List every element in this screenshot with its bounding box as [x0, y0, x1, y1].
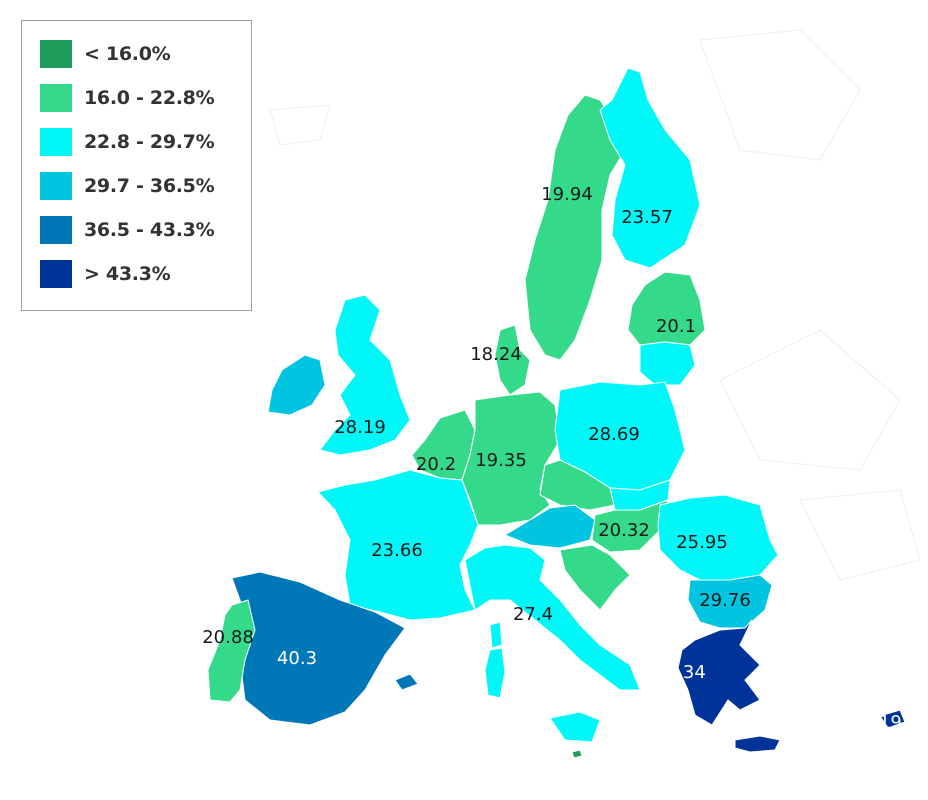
region-lithuania[interactable]: [639, 341, 696, 386]
legend-item-3: 22.8 - 29.7%: [40, 127, 215, 157]
legend-label: < 16.0%: [84, 43, 171, 65]
value-label-romania: 25.95: [676, 532, 728, 553]
region-sicily[interactable]: [549, 711, 601, 743]
value-label-baltics: 20.1: [656, 316, 696, 337]
legend-swatch: [40, 40, 72, 68]
value-label-portugal: 20.88: [202, 627, 254, 648]
region-corsica[interactable]: [489, 621, 503, 649]
legend-item-2: 16.0 - 22.8%: [40, 83, 215, 113]
region-germany[interactable]: [461, 391, 561, 526]
legend-swatch: [40, 172, 72, 200]
value-label-poland: 28.69: [588, 424, 640, 445]
background-land: [269, 29, 921, 581]
region-ireland[interactable]: [267, 354, 326, 416]
region-sardinia[interactable]: [484, 647, 506, 699]
region-malta[interactable]: [571, 749, 583, 759]
region-balearic[interactable]: [394, 673, 419, 691]
region-crete[interactable]: [734, 735, 781, 753]
value-label-greece: 43.34: [654, 662, 706, 683]
region-croatia[interactable]: [559, 544, 631, 611]
region-finland[interactable]: [599, 67, 701, 269]
region-portugal[interactable]: [207, 599, 256, 703]
region-denmark[interactable]: [494, 324, 531, 396]
value-label-germany: 19.35: [475, 450, 527, 471]
value-label-denmark: 18.24: [470, 344, 522, 365]
value-label-finland: 23.57: [621, 207, 673, 228]
region-bulgaria[interactable]: [687, 574, 773, 629]
legend-item-5: 36.5 - 43.3%: [40, 215, 215, 245]
region-italy[interactable]: [464, 544, 641, 691]
legend-label: > 43.3%: [84, 263, 171, 285]
value-label-sweden: 19.94: [541, 184, 593, 205]
value-label-spain: 40.3: [277, 648, 317, 669]
legend-item-4: 29.7 - 36.5%: [40, 171, 215, 201]
value-label-hungary: 20.32: [598, 520, 650, 541]
legend-swatch: [40, 216, 72, 244]
legend-label: 22.8 - 29.7%: [84, 131, 215, 153]
legend: < 16.0% 16.0 - 22.8% 22.8 - 29.7% 29.7 -…: [21, 20, 252, 311]
value-label-bulgaria: 29.76: [699, 590, 751, 611]
value-label-uk: 28.19: [334, 417, 386, 438]
value-label-italy: 27.4: [513, 604, 553, 625]
legend-label: 29.7 - 36.5%: [84, 175, 215, 197]
region-greece[interactable]: [677, 619, 761, 726]
value-labels: 19.94 23.57 20.1 18.24 28.19 20.2 19.35 28.69 20…: [202, 184, 902, 767]
region-uk[interactable]: [319, 294, 411, 456]
legend-item-6: > 43.3%: [40, 259, 171, 289]
legend-label: 36.5 - 43.3%: [84, 219, 215, 241]
value-label-benelux: 20.2: [416, 454, 456, 475]
value-label-malta: 13.29: [550, 746, 602, 767]
region-france[interactable]: [317, 469, 479, 621]
legend-swatch: [40, 260, 72, 288]
legend-swatch: [40, 128, 72, 156]
region-cyprus[interactable]: [879, 709, 906, 729]
legend-label: 16.0 - 22.8%: [84, 87, 215, 109]
legend-item-1: < 16.0%: [40, 39, 171, 69]
value-label-cyprus: 41.19: [850, 712, 902, 733]
legend-swatch: [40, 84, 72, 112]
value-label-france: 23.66: [371, 540, 423, 561]
